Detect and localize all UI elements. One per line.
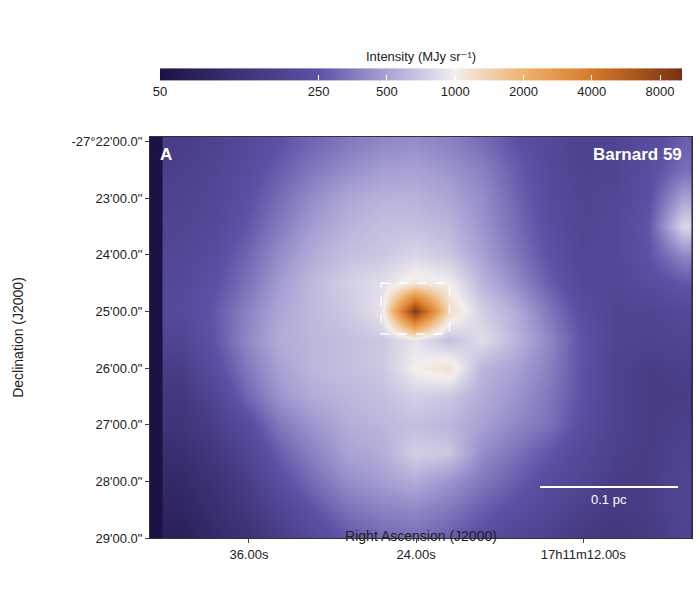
svg-text:500: 500 xyxy=(376,85,398,100)
svg-text:Right Ascension (J2000): Right Ascension (J2000) xyxy=(345,528,497,544)
svg-text:Intensity (MJy sr⁻¹): Intensity (MJy sr⁻¹) xyxy=(366,49,476,64)
svg-text:8000: 8000 xyxy=(646,85,675,100)
svg-text:50: 50 xyxy=(153,85,167,100)
svg-text:Declination (J2000): Declination (J2000) xyxy=(10,277,26,398)
svg-text:29'00.0": 29'00.0" xyxy=(96,531,143,546)
svg-text:24.00s: 24.00s xyxy=(397,547,437,562)
svg-text:4000: 4000 xyxy=(577,85,606,100)
svg-text:23'00.0": 23'00.0" xyxy=(96,191,143,206)
svg-text:26'00.0": 26'00.0" xyxy=(96,361,143,376)
svg-text:0.1 pc: 0.1 pc xyxy=(591,492,627,507)
svg-text:27'00.0": 27'00.0" xyxy=(96,417,143,432)
svg-text:17h11m12.00s: 17h11m12.00s xyxy=(541,547,627,562)
svg-text:A: A xyxy=(160,145,172,164)
svg-text:25'00.0": 25'00.0" xyxy=(96,304,143,319)
svg-text:1000: 1000 xyxy=(441,85,470,100)
svg-text:Barnard 59: Barnard 59 xyxy=(593,145,682,164)
svg-text:250: 250 xyxy=(308,85,330,100)
svg-text:24'00.0": 24'00.0" xyxy=(96,247,143,262)
svg-text:28'00.0": 28'00.0" xyxy=(96,474,143,489)
svg-text:-27°22'00.0": -27°22'00.0" xyxy=(72,134,143,149)
svg-text:2000: 2000 xyxy=(509,85,538,100)
svg-text:36.00s: 36.00s xyxy=(229,547,269,562)
